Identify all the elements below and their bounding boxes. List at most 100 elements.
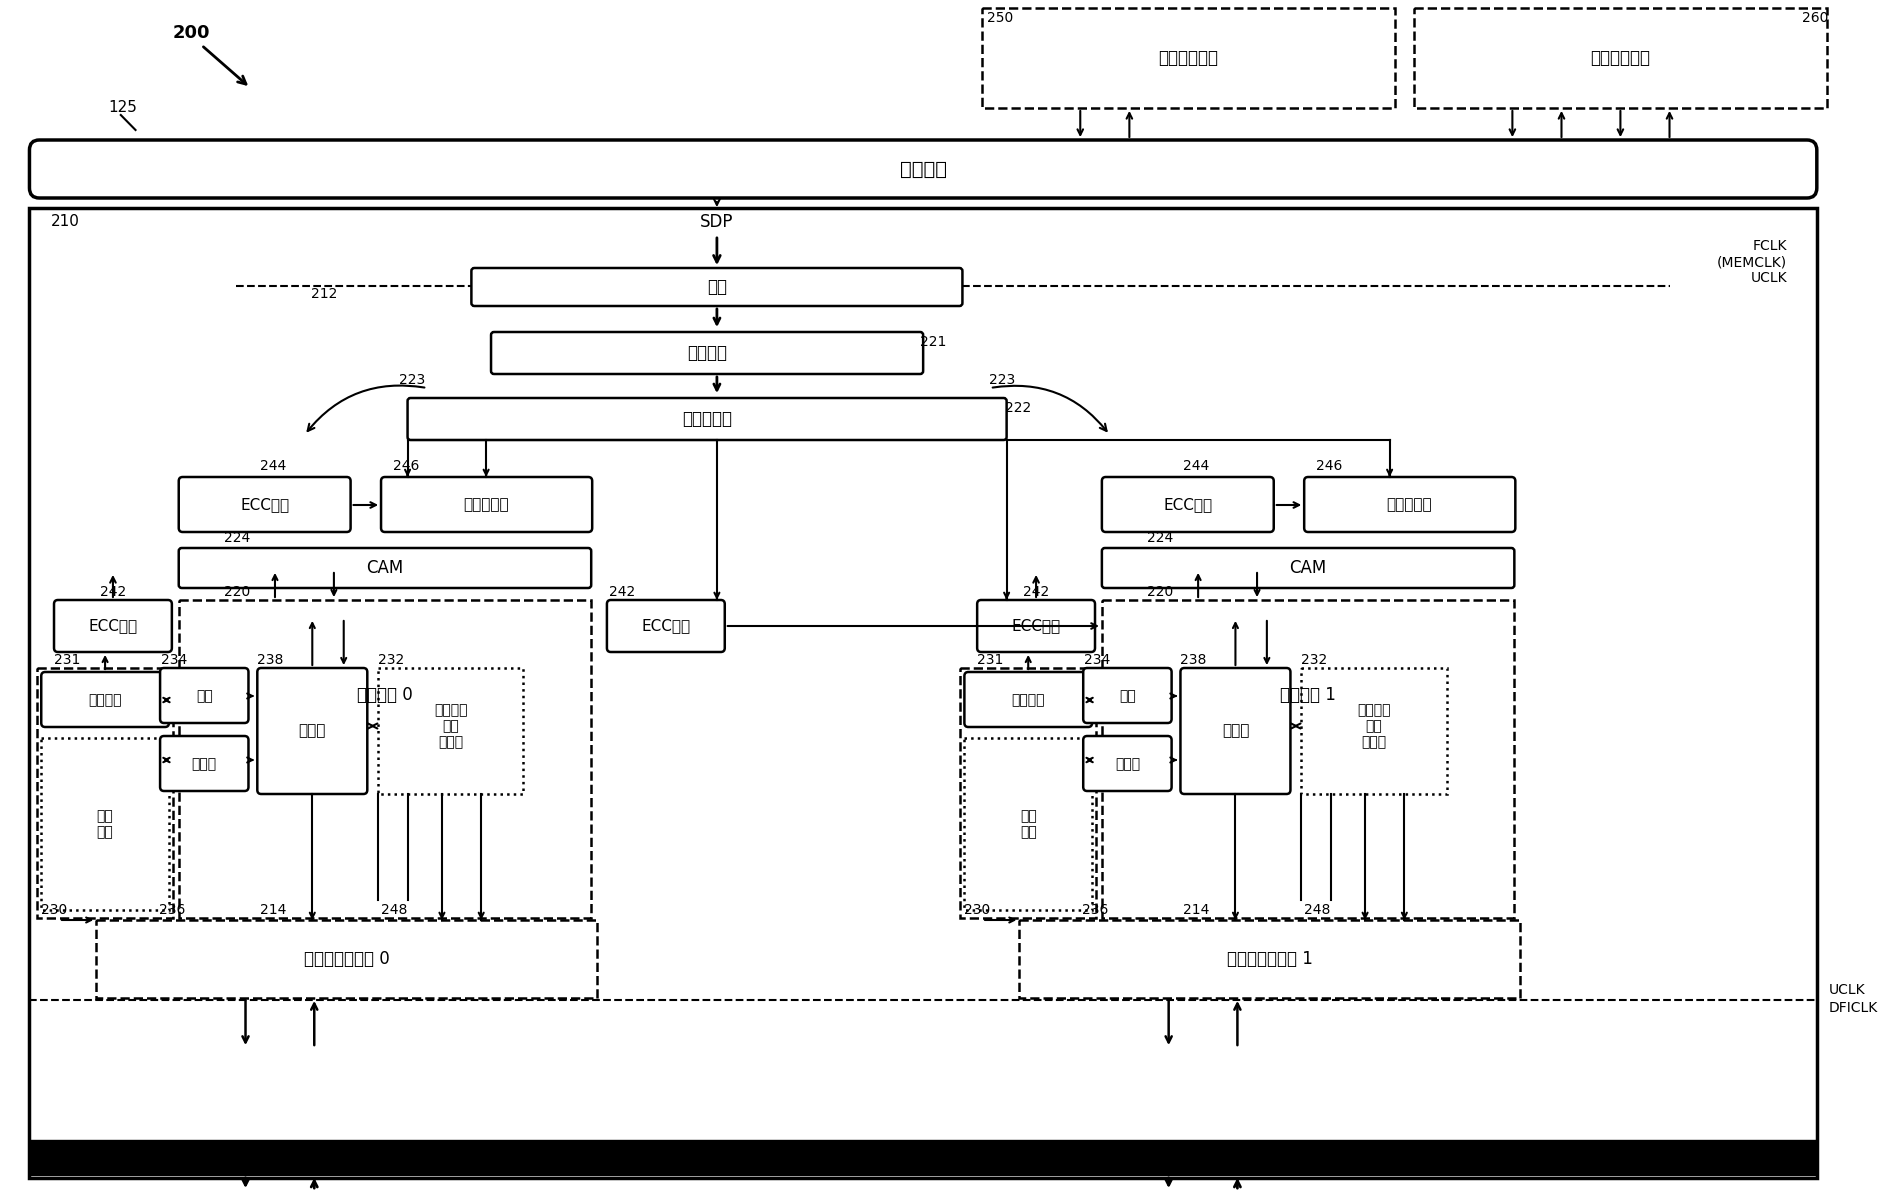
Text: 仲裁器: 仲裁器 [299,723,326,738]
Text: 刷新控制
激活
计数器: 刷新控制 激活 计数器 [1357,703,1391,749]
Text: 重放控制: 重放控制 [1011,693,1045,707]
Text: 212: 212 [311,287,337,301]
Bar [179,600,591,918]
Text: 200: 200 [173,24,211,42]
Bar [1020,919,1521,998]
FancyBboxPatch shape [1180,668,1291,794]
Text: 222: 222 [1005,401,1031,414]
FancyBboxPatch shape [1101,548,1515,588]
Text: 地址解码器: 地址解码器 [681,410,732,428]
Text: 232: 232 [378,653,405,667]
Text: 260: 260 [1803,11,1829,25]
FancyBboxPatch shape [160,668,248,723]
Text: 238: 238 [258,653,284,667]
FancyBboxPatch shape [470,268,962,306]
FancyBboxPatch shape [977,600,1095,651]
FancyBboxPatch shape [1084,736,1172,791]
Text: 242: 242 [100,585,126,599]
FancyBboxPatch shape [160,736,248,791]
Bar [1413,8,1827,108]
Text: CAM: CAM [1289,559,1327,576]
Text: 231: 231 [55,653,81,667]
Text: 230: 230 [41,903,68,917]
Text: 定时: 定时 [196,690,213,703]
Text: 214: 214 [260,903,286,917]
Text: ECC生成: ECC生成 [241,498,290,512]
FancyBboxPatch shape [179,478,350,532]
FancyBboxPatch shape [1304,478,1515,532]
Text: 页面表: 页面表 [192,757,216,771]
Text: 仲裁器: 仲裁器 [1221,723,1250,738]
Text: ECC生成: ECC生成 [1163,498,1212,512]
Text: 220: 220 [224,585,250,599]
FancyBboxPatch shape [408,398,1007,439]
Text: 223: 223 [399,373,425,387]
Bar [30,1140,1816,1176]
Text: 244: 244 [260,459,286,473]
Bar [960,668,1095,918]
Text: 236: 236 [160,903,186,917]
Text: 248: 248 [380,903,407,917]
Text: ECC检查: ECC检查 [1011,618,1061,634]
Text: 210: 210 [51,214,79,230]
Text: DFICLK: DFICLK [1829,1000,1878,1015]
Text: 定时: 定时 [1120,690,1137,703]
Text: 231: 231 [977,653,1003,667]
Text: 数据缓冲器: 数据缓冲器 [1387,498,1432,512]
Text: 242: 242 [1024,585,1050,599]
Text: 数据织构: 数据织构 [900,160,947,179]
FancyBboxPatch shape [380,478,593,532]
FancyBboxPatch shape [30,141,1816,198]
FancyBboxPatch shape [55,600,171,651]
Text: SDP: SDP [700,213,734,231]
Text: 接口: 接口 [708,278,726,297]
Text: UCLK: UCLK [1829,983,1865,997]
Bar [30,208,1816,1178]
FancyBboxPatch shape [1101,478,1274,532]
FancyBboxPatch shape [964,672,1092,727]
Text: ECC检查: ECC检查 [642,618,691,634]
Text: 相干性从代理: 相干性从代理 [1157,49,1218,67]
Text: 125: 125 [107,100,137,116]
Bar [982,8,1395,108]
Text: 220: 220 [1146,585,1172,599]
Text: 命令队列 0: 命令队列 0 [358,686,412,704]
Text: 230: 230 [964,903,990,917]
Bar [38,668,173,918]
Text: 刷新控制
激活
计数器: 刷新控制 激活 计数器 [435,703,467,749]
Text: 244: 244 [1184,459,1210,473]
Text: 250: 250 [986,11,1013,25]
Text: 重放控制: 重放控制 [88,693,122,707]
Bar [378,668,523,794]
Text: 224: 224 [224,531,250,545]
FancyBboxPatch shape [606,600,725,651]
Text: 236: 236 [1082,903,1108,917]
Text: 重放
队列: 重放 队列 [96,809,113,840]
Bar [964,738,1092,910]
Text: CAM: CAM [367,559,403,576]
FancyBboxPatch shape [41,672,169,727]
Text: 246: 246 [393,459,420,473]
Text: 命令队列 1: 命令队列 1 [1280,686,1336,704]
FancyBboxPatch shape [258,668,367,794]
Text: 重放
队列: 重放 队列 [1020,809,1037,840]
Text: 相干性主代理: 相干性主代理 [1590,49,1651,67]
Text: ECC检查: ECC检查 [88,618,137,634]
Text: 248: 248 [1304,903,1331,917]
Text: 232: 232 [1300,653,1327,667]
Text: 246: 246 [1316,459,1342,473]
Text: 234: 234 [162,653,188,667]
Text: 242: 242 [610,585,634,599]
Text: 数据缓冲器: 数据缓冲器 [463,498,508,512]
Text: 234: 234 [1084,653,1110,667]
Text: 页面表: 页面表 [1114,757,1140,771]
Text: FCLK
(MEMCLK)
UCLK: FCLK (MEMCLK) UCLK [1716,239,1788,285]
Bar [96,919,597,998]
Text: 223: 223 [988,373,1014,387]
Bar [1300,668,1447,794]
Text: 238: 238 [1180,653,1206,667]
Text: 221: 221 [920,335,947,349]
Text: 224: 224 [1146,531,1172,545]
FancyBboxPatch shape [179,548,591,588]
FancyBboxPatch shape [1084,668,1172,723]
